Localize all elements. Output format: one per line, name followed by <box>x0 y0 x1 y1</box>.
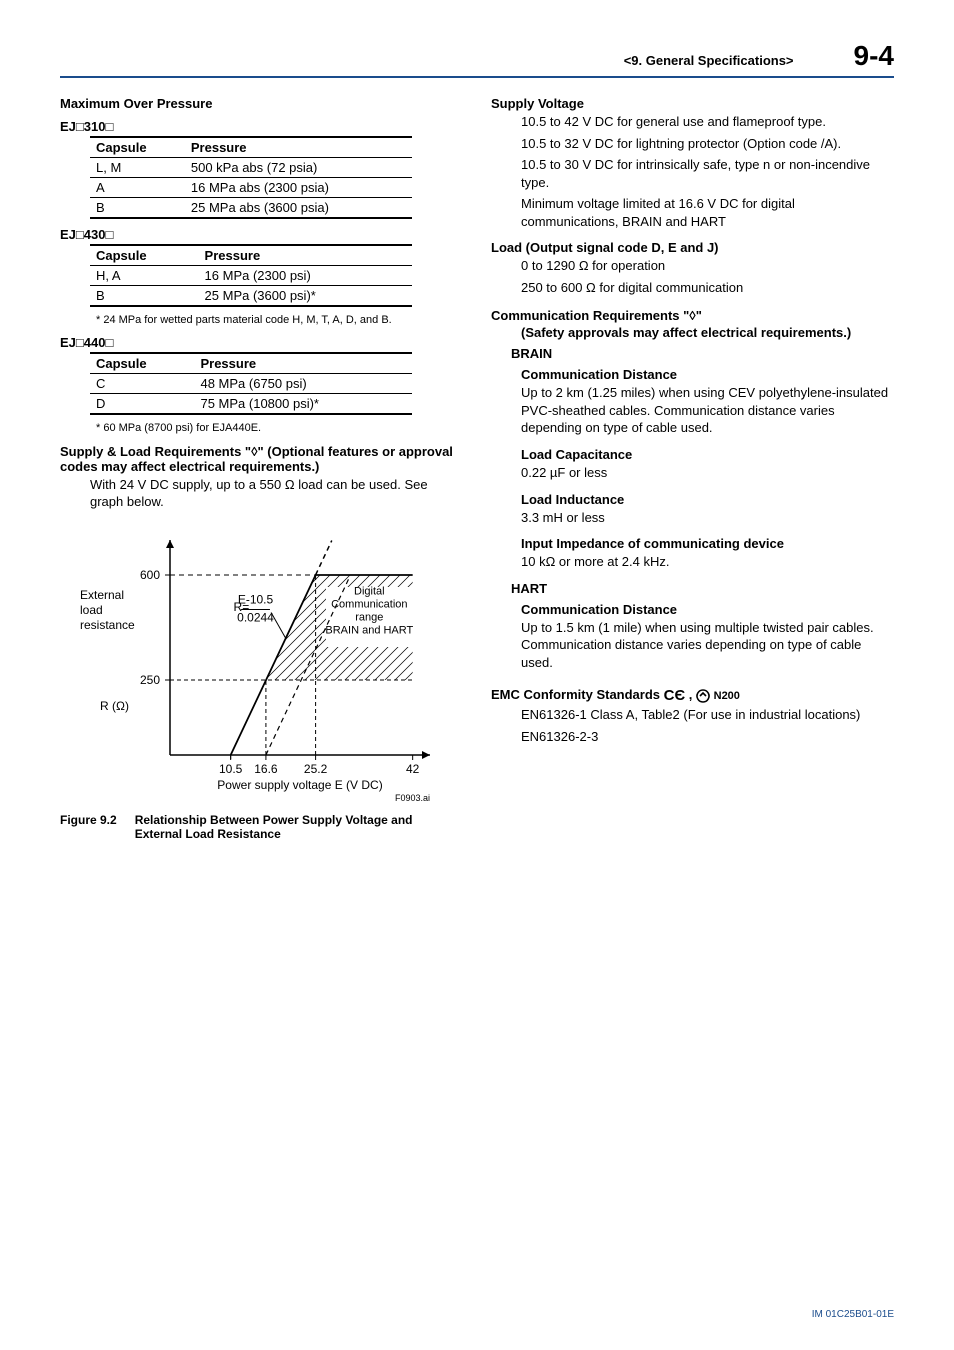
table-row: D75 MPa (10800 psi)* <box>90 394 412 415</box>
col-pressure: Pressure <box>199 245 413 266</box>
protocol-brain: BRAIN <box>511 346 894 361</box>
figure-label: Figure 9.2 <box>60 813 117 841</box>
brain-load-ind: Load Inductance 3.3 mH or less <box>521 492 894 527</box>
load-heading: Load (Output signal code D, E and J) <box>491 240 894 255</box>
figure-caption: Figure 9.2 Relationship Between Power Su… <box>60 813 463 841</box>
hart-comm-distance: Communication Distance Up to 1.5 km (1 m… <box>521 602 894 672</box>
model-heading-430: EJ□430□ <box>60 227 463 242</box>
page-header: <9. General Specifications> 9-4 <box>60 40 894 78</box>
sv-item: 10.5 to 30 V DC for intrinsically safe, … <box>521 156 894 191</box>
svg-text:range: range <box>355 611 383 623</box>
svg-text:E-10.5: E-10.5 <box>238 592 274 606</box>
svg-text:10.5: 10.5 <box>219 762 243 776</box>
col-capsule: Capsule <box>90 353 194 374</box>
figure-text: Relationship Between Power Supply Voltag… <box>135 813 463 841</box>
model-heading-440: EJ□440□ <box>60 335 463 350</box>
footnote-430: * 24 MPa for wetted parts material code … <box>96 313 463 327</box>
table-310: CapsulePressure L, M500 kPa abs (72 psia… <box>90 136 412 219</box>
comm-req-heading: Communication Requirements "◊" <box>491 308 894 323</box>
right-column: Supply Voltage 10.5 to 42 V DC for gener… <box>491 96 894 841</box>
col-capsule: Capsule <box>90 245 199 266</box>
col-capsule: Capsule <box>90 137 185 158</box>
svg-text:R (Ω): R (Ω) <box>100 699 129 713</box>
svg-text:F0903.ai: F0903.ai <box>395 793 430 803</box>
svg-text:Communication: Communication <box>331 598 407 610</box>
protocol-hart: HART <box>511 581 894 596</box>
emc-item: EN61326-2-3 <box>521 728 894 746</box>
table-440: CapsulePressure C48 MPa (6750 psi) D75 M… <box>90 352 412 415</box>
supply-voltage-heading: Supply Voltage <box>491 96 894 111</box>
footnote-440: * 60 MPa (8700 psi) for EJA440E. <box>96 421 463 435</box>
svg-text:42: 42 <box>406 762 420 776</box>
table-row: B25 MPa (3600 psi)* <box>90 286 412 307</box>
table-row: H, A16 MPa (2300 psi) <box>90 266 412 286</box>
load-item: 250 to 600 Ω for digital communication <box>521 279 894 297</box>
brain-input-imp: Input Impedance of communicating device … <box>521 536 894 571</box>
page-number: 9-4 <box>854 40 894 72</box>
col-pressure: Pressure <box>194 353 412 374</box>
svg-text:Power supply voltage E (V DC): Power supply voltage E (V DC) <box>217 778 382 792</box>
comm-req-sub: (Safety approvals may affect electrical … <box>521 325 894 340</box>
sv-item: 10.5 to 42 V DC for general use and flam… <box>521 113 894 131</box>
brain-load-cap: Load Capacitance 0.22 µF or less <box>521 447 894 482</box>
svg-text:16.6: 16.6 <box>254 762 278 776</box>
sv-item: Minimum voltage limited at 16.6 V DC for… <box>521 195 894 230</box>
max-over-pressure-heading: Maximum Over Pressure <box>60 96 463 111</box>
sv-item: 10.5 to 32 V DC for lightning protector … <box>521 135 894 153</box>
svg-text:600: 600 <box>140 568 160 582</box>
table-row: L, M500 kPa abs (72 psia) <box>90 158 412 178</box>
emc-item: EN61326-1 Class A, Table2 (For use in in… <box>521 706 894 724</box>
load-item: 0 to 1290 Ω for operation <box>521 257 894 275</box>
svg-text:25.2: 25.2 <box>304 762 328 776</box>
supply-load-text: With 24 V DC supply, up to a 550 Ω load … <box>90 476 463 511</box>
table-430: CapsulePressure H, A16 MPa (2300 psi) B2… <box>90 244 412 307</box>
svg-text:BRAIN and HART: BRAIN and HART <box>325 624 413 636</box>
footer-doc-id: IM 01C25B01-01E <box>812 1309 894 1320</box>
supply-load-heading: Supply & Load Requirements "◊" (Optional… <box>60 444 463 474</box>
svg-text:250: 250 <box>140 673 160 687</box>
brain-comm-distance: Communication Distance Up to 2 km (1.25 … <box>521 367 894 437</box>
table-row: B25 MPa abs (3600 psia) <box>90 198 412 219</box>
model-heading-310: EJ□310□ <box>60 119 463 134</box>
svg-text:0.0244: 0.0244 <box>237 610 274 624</box>
header-section-title: <9. General Specifications> <box>624 53 794 68</box>
load-graph: 10.5 16.6 25.2 42 600 250 Externalloadresistan… <box>70 525 463 805</box>
svg-text:resistance: resistance <box>80 618 135 632</box>
emc-heading: EMC Conformity Standards CЄ , N200 <box>491 687 894 704</box>
table-row: C48 MPa (6750 psi) <box>90 374 412 394</box>
left-column: Maximum Over Pressure EJ□310□ CapsulePre… <box>60 96 463 841</box>
col-pressure: Pressure <box>185 137 413 158</box>
load-graph-svg: 10.5 16.6 25.2 42 600 250 Externalloadresistan… <box>70 525 460 805</box>
svg-text:Digital: Digital <box>354 585 385 597</box>
ce-mark-icon: CЄ <box>664 687 686 704</box>
svg-text:load: load <box>80 603 103 617</box>
rcm-mark-icon <box>696 689 710 703</box>
svg-text:External: External <box>80 588 124 602</box>
table-row: A16 MPa abs (2300 psia) <box>90 178 412 198</box>
